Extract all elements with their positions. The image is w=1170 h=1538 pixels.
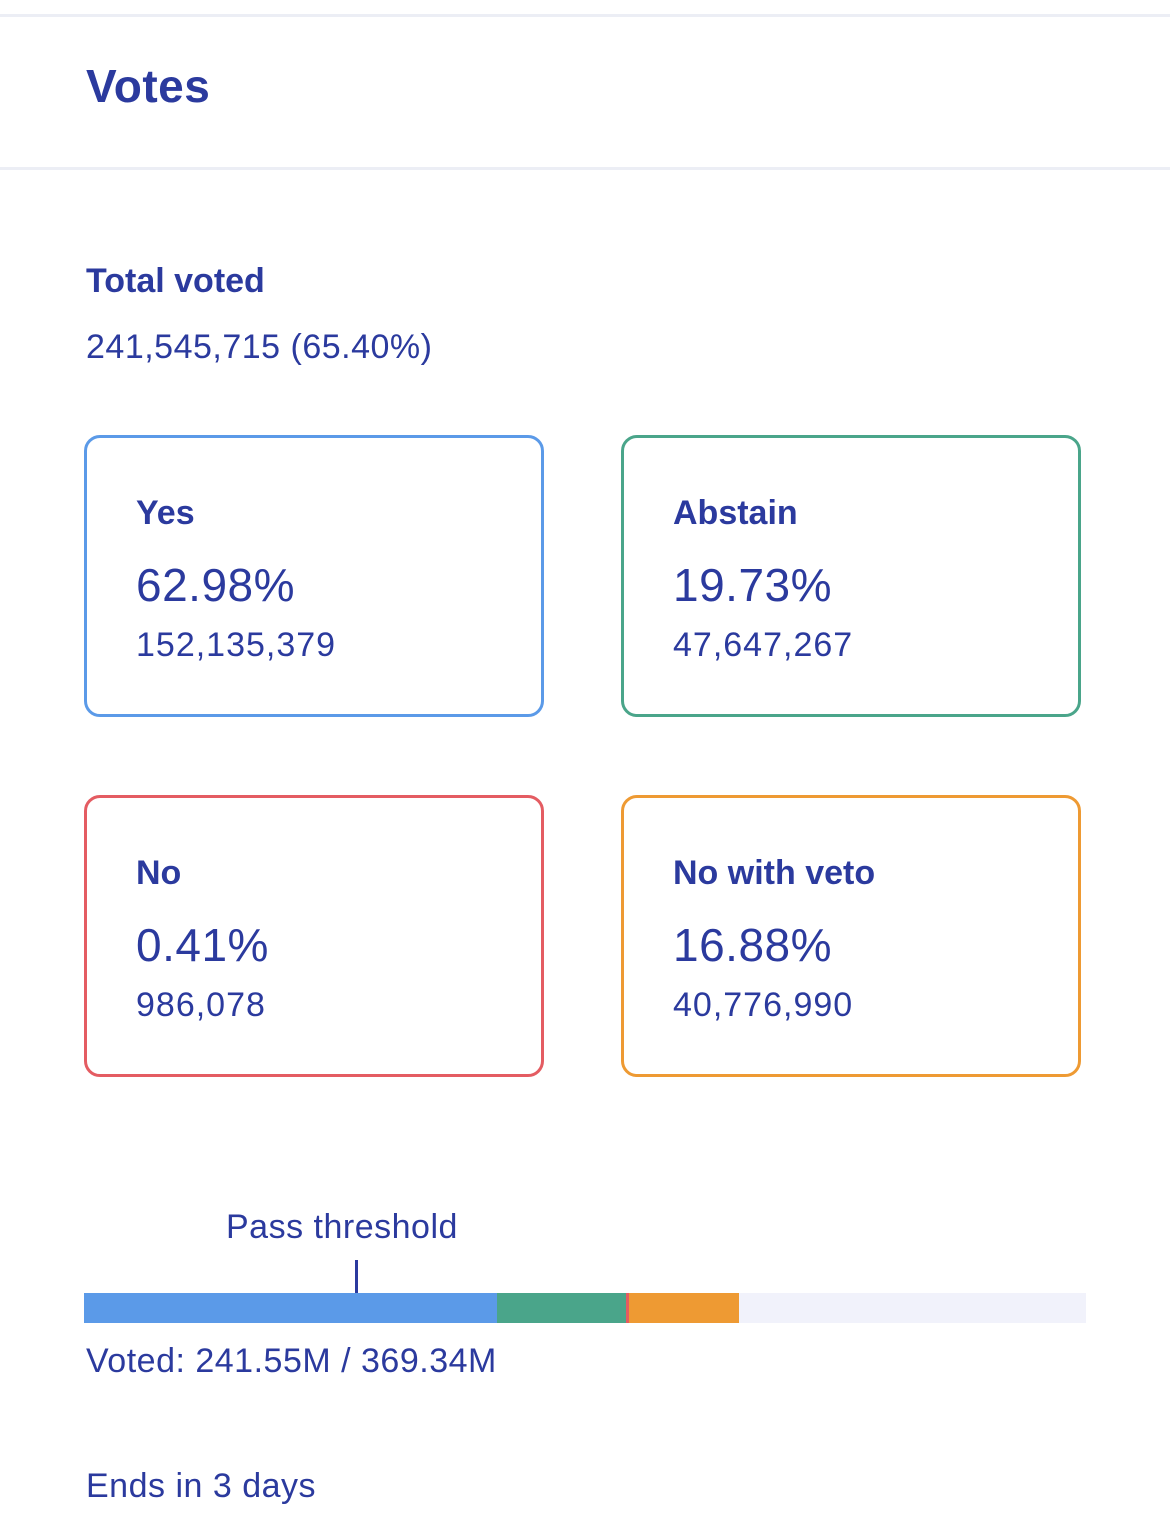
votes-header: Votes [0, 17, 1170, 170]
vote-option-label: No [136, 854, 182, 892]
pass-threshold-label: Pass threshold [226, 1208, 458, 1246]
vote-option-count: 152,135,379 [136, 626, 337, 664]
vote-option-percent: 19.73% [673, 559, 833, 611]
total-voted-label: Total voted [86, 262, 265, 300]
bar-segment-no-with-veto [628, 1293, 740, 1323]
vote-card-yes: Yes 62.98% 152,135,379 [84, 435, 544, 717]
vote-option-count: 986,078 [136, 986, 266, 1024]
vote-option-percent: 62.98% [136, 559, 296, 611]
vote-card-no-with-veto: No with veto 16.88% 40,776,990 [621, 795, 1081, 1077]
bar-segment-no [625, 1293, 629, 1323]
voted-summary: Voted: 241.55M / 369.34M [86, 1342, 497, 1380]
vote-option-count: 40,776,990 [673, 986, 854, 1024]
ends-in-text: Ends in 3 days [86, 1467, 317, 1505]
vote-card-no: No 0.41% 986,078 [84, 795, 544, 1077]
total-voted-value: 241,545,715 (65.40%) [86, 328, 433, 366]
top-divider [0, 14, 1170, 17]
vote-card-abstain: Abstain 19.73% 47,647,267 [621, 435, 1081, 717]
bar-segment-abstain [496, 1293, 626, 1323]
page-title: Votes [86, 60, 211, 112]
vote-option-label: No with veto [673, 854, 876, 892]
vote-distribution-bar [84, 1293, 1086, 1323]
vote-option-count: 47,647,267 [673, 626, 854, 664]
vote-option-percent: 0.41% [136, 919, 269, 971]
bar-segment-yes [84, 1293, 497, 1323]
vote-option-label: Yes [136, 494, 195, 532]
vote-option-label: Abstain [673, 494, 798, 532]
pass-threshold-marker [355, 1260, 358, 1293]
vote-option-percent: 16.88% [673, 919, 833, 971]
